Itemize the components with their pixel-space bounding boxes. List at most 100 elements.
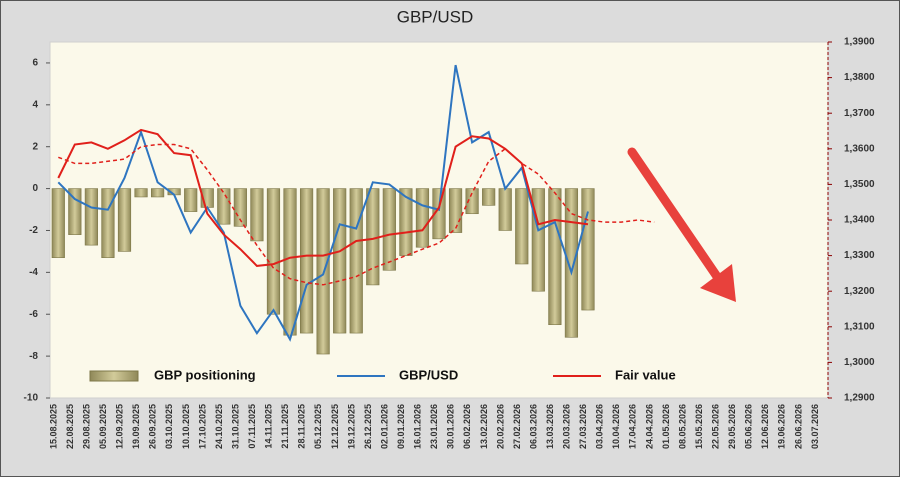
x-tick-label: 05.12.2025 — [313, 404, 323, 449]
bar — [382, 188, 396, 271]
y2-tick-label: 1,2900 — [844, 393, 875, 404]
x-tick-label: 05.06.2026 — [744, 404, 754, 449]
x-tick-label: 30.01.2026 — [446, 404, 456, 449]
chart-title: GBP/USD — [397, 7, 474, 26]
line — [57, 64, 589, 342]
x-tick-label: 24.04.2026 — [644, 404, 654, 449]
bar — [349, 188, 363, 334]
x-tick-label: 28.11.2025 — [297, 404, 307, 449]
x-tick-label: 19.09.2025 — [131, 404, 141, 449]
bar — [299, 188, 314, 334]
x-tick-label: 03.04.2026 — [595, 404, 605, 449]
y2-tick-label: 1,3600 — [844, 143, 875, 154]
legend-swatch — [89, 370, 139, 382]
x-tick-label: 22.08.2025 — [65, 404, 75, 449]
bar — [581, 188, 595, 311]
bar — [415, 188, 430, 248]
y-tick-label: -10 — [24, 393, 39, 404]
y2-tick-label: 1,3800 — [844, 72, 875, 83]
y2-tick-label: 1,3300 — [844, 250, 875, 261]
legend-label: GBP/USD — [399, 367, 458, 382]
y-tick-label: 0 — [32, 183, 38, 194]
bar — [548, 188, 562, 326]
bar — [250, 188, 264, 242]
x-tick-label: 27.03.2026 — [578, 404, 588, 449]
bar — [217, 188, 231, 225]
x-tick-label: 12.12.2025 — [330, 404, 340, 449]
y-tick-label: -4 — [29, 267, 38, 278]
x-tick-label: 23.01.2026 — [429, 404, 439, 449]
x-tick-label: 15.05.2026 — [694, 404, 704, 449]
bar — [399, 188, 413, 256]
legend-label: Fair value — [615, 367, 676, 382]
x-tick-label: 22.05.2026 — [711, 404, 721, 449]
y2-tick-label: 1,3100 — [844, 321, 875, 332]
legend-label: GBP positioning — [154, 367, 256, 382]
bar — [283, 188, 297, 336]
x-tick-label: 12.09.2025 — [115, 404, 125, 449]
x-tick-label: 01.05.2026 — [661, 404, 671, 449]
x-tick-label: 16.01.2026 — [413, 404, 423, 449]
x-tick-label: 13.02.2026 — [479, 404, 489, 449]
x-tick-label: 15.08.2025 — [48, 404, 58, 449]
x-tick-label: 19.12.2025 — [346, 404, 356, 449]
y2-tick-label: 1,3500 — [844, 179, 875, 190]
y2-tick-label: 1,3700 — [844, 108, 875, 119]
bar — [482, 188, 496, 206]
bar — [531, 188, 545, 292]
x-tick-label: 29.08.2025 — [81, 404, 91, 449]
bar — [448, 188, 463, 233]
x-tick-label: 03.10.2025 — [164, 404, 174, 449]
x-tick-label: 26.12.2025 — [363, 404, 373, 449]
x-tick-label: 06.03.2026 — [528, 404, 538, 449]
y2-tick-label: 1,3900 — [844, 37, 875, 48]
x-tick-label: 21.11.2025 — [280, 404, 290, 449]
y2-tick-label: 1,3400 — [844, 215, 875, 226]
x-tick-label: 06.02.2026 — [462, 404, 472, 449]
bar — [84, 188, 98, 246]
y-tick-label: 6 — [32, 58, 38, 69]
y-tick-label: -2 — [29, 225, 38, 236]
line — [57, 128, 589, 267]
x-tick-label: 31.10.2025 — [230, 404, 240, 449]
x-tick-label: 17.10.2025 — [197, 404, 207, 449]
bar — [184, 188, 198, 212]
bar — [134, 188, 148, 198]
y2-tick-label: 1,3200 — [844, 286, 875, 297]
x-tick-label: 20.03.2026 — [562, 404, 572, 449]
x-tick-label: 19.06.2026 — [777, 404, 787, 449]
bar — [117, 188, 132, 252]
x-tick-label: 26.06.2026 — [793, 404, 803, 449]
bar — [564, 188, 579, 338]
x-tick-label: 10.10.2025 — [181, 404, 191, 449]
x-tick-label: 14.11.2025 — [264, 404, 274, 449]
x-tick-label: 20.02.2026 — [495, 404, 505, 449]
y-tick-label: -6 — [29, 309, 38, 320]
bar — [432, 188, 446, 240]
x-tick-label: 24.10.2025 — [214, 404, 224, 449]
bar — [101, 188, 115, 258]
x-tick-label: 12.06.2026 — [760, 404, 770, 449]
bar — [266, 188, 281, 315]
y2-tick-label: 1,3000 — [844, 357, 875, 368]
x-tick-label: 09.01.2026 — [396, 404, 406, 449]
bar — [51, 188, 65, 258]
bar — [233, 188, 247, 227]
x-tick-label: 02.01.2026 — [379, 404, 389, 449]
x-tick-label: 05.09.2025 — [98, 404, 108, 449]
y-tick-label: -8 — [29, 351, 38, 362]
bar — [333, 188, 347, 334]
bar — [498, 188, 512, 231]
bar — [515, 188, 529, 265]
x-tick-label: 29.05.2026 — [727, 404, 737, 449]
x-tick-label: 26.09.2025 — [148, 404, 158, 449]
x-tick-label: 13.03.2026 — [545, 404, 555, 449]
y-tick-label: 2 — [32, 141, 38, 152]
x-tick-label: 03.07.2026 — [810, 404, 820, 449]
bar — [465, 188, 479, 215]
x-tick-label: 07.11.2025 — [247, 404, 257, 449]
trend-arrow — [627, 147, 736, 302]
x-tick-label: 27.02.2026 — [512, 404, 522, 449]
x-tick-label: 10.04.2026 — [611, 404, 621, 449]
